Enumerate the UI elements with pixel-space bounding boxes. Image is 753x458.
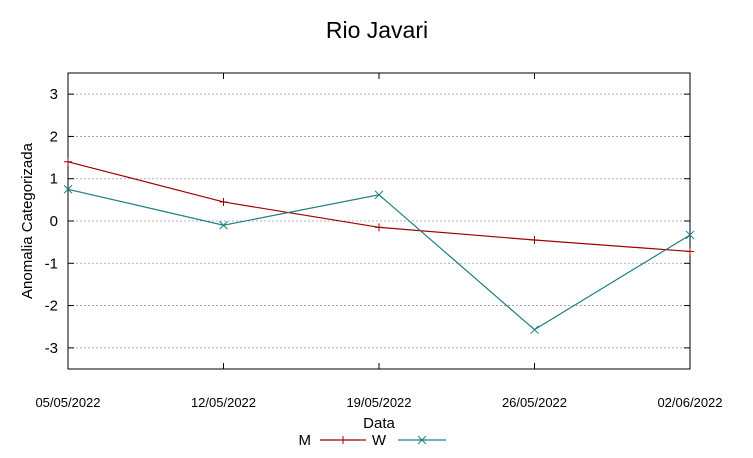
x-tick-label: 19/05/2022 bbox=[346, 395, 411, 410]
data-point-w bbox=[63, 184, 73, 194]
series-line-w bbox=[67, 188, 691, 331]
data-point-w bbox=[219, 220, 228, 230]
y-tick-label: 3 bbox=[50, 86, 58, 103]
chart-title: Rio Javari bbox=[326, 17, 428, 43]
grid-lines bbox=[68, 93, 690, 349]
legend-label-m: M bbox=[299, 432, 312, 449]
y-tick-label: -3 bbox=[45, 340, 58, 357]
x-tick-label: 26/05/2022 bbox=[502, 395, 567, 410]
data-point-w bbox=[530, 325, 539, 335]
data-point-w bbox=[374, 190, 384, 200]
x-tick-label: 02/06/2022 bbox=[657, 395, 722, 410]
x-tick-label: 12/05/2022 bbox=[191, 395, 256, 410]
data-point-m bbox=[530, 236, 539, 245]
legend-label-w: W bbox=[372, 432, 387, 449]
series-line-m bbox=[67, 161, 691, 253]
data-point-m bbox=[686, 247, 694, 256]
data-point-m bbox=[375, 223, 383, 232]
y-tick-label: -1 bbox=[45, 255, 58, 272]
data-point-m bbox=[219, 197, 228, 206]
y-tick-label: 2 bbox=[50, 128, 58, 145]
series-layer bbox=[63, 157, 695, 335]
data-point-m bbox=[64, 157, 72, 166]
legend-marker-m bbox=[339, 436, 347, 444]
y-tick-label: -2 bbox=[45, 298, 58, 315]
x-axis-label: Data bbox=[363, 415, 395, 432]
y-tick-label: 0 bbox=[50, 213, 58, 230]
x-tick-label: 05/05/2022 bbox=[35, 395, 100, 410]
axis-ticks: 3 2 1 0 -1 -2 -3 05/05/2022 12/05/2022 19/05/2022… bbox=[35, 73, 723, 410]
data-point-w bbox=[685, 230, 695, 240]
y-axis-label: Anomalia Categorizada bbox=[19, 142, 36, 299]
y-tick-label: 1 bbox=[50, 171, 58, 188]
legend-marker-w bbox=[417, 435, 427, 445]
